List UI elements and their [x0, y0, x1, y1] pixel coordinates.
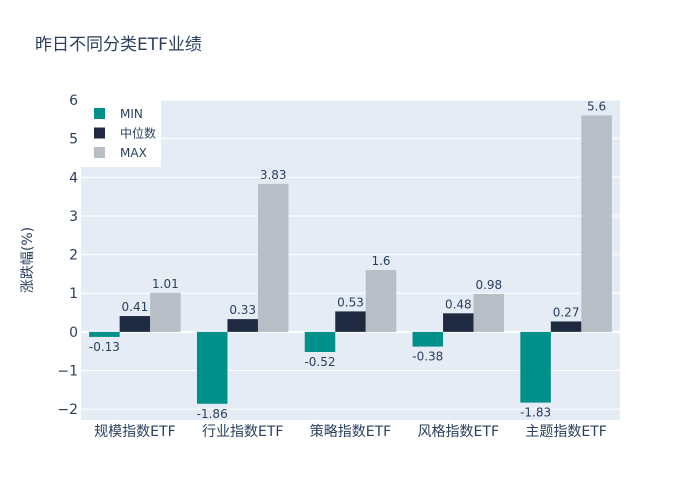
data-label: 5.6 [587, 99, 606, 113]
y-tick-label: 3 [69, 209, 78, 225]
y-tick-label: −1 [57, 364, 78, 380]
bar-MAX[interactable] [257, 183, 289, 332]
y-tick-label: 1 [69, 286, 78, 302]
x-tick-label: 风格指数ETF [418, 424, 499, 440]
bar-MAX[interactable] [581, 115, 612, 332]
x-tick-label: 行业指数ETF [202, 424, 283, 440]
bar-中位数[interactable] [443, 313, 474, 332]
legend[interactable]: MIN 中位数 MAX [80, 95, 161, 167]
legend-swatch[interactable] [94, 108, 105, 119]
data-label: 0.41 [122, 300, 149, 314]
chart-title: 昨日不同分类ETF业绩 [35, 35, 202, 55]
legend-label[interactable]: MAX [120, 146, 147, 160]
bar-MAX[interactable] [365, 270, 397, 332]
legend-label[interactable]: 中位数 [120, 126, 156, 141]
y-tick-label: 2 [69, 248, 78, 264]
x-tick-label: 主题指数ETF [525, 424, 606, 440]
x-tick-label: 策略指数ETF [310, 423, 391, 440]
bar-中位数[interactable] [550, 321, 582, 332]
bar-MIN[interactable] [89, 331, 120, 337]
bar-MAX[interactable] [473, 294, 505, 332]
data-label: 0.48 [445, 297, 472, 311]
bar-中位数[interactable] [335, 311, 366, 332]
legend-label[interactable]: MIN [120, 107, 143, 121]
y-tick-label: 0 [69, 325, 78, 341]
data-label: 0.98 [475, 278, 502, 292]
data-label: -0.13 [89, 340, 120, 354]
data-label: 0.53 [337, 295, 364, 309]
data-label: 3.83 [260, 168, 287, 182]
legend-bg [80, 95, 161, 167]
bar-中位数[interactable] [119, 316, 151, 332]
data-label: 1.6 [371, 254, 390, 268]
bar-MIN[interactable] [520, 331, 551, 403]
bar-MIN[interactable] [412, 331, 444, 347]
legend-swatch[interactable] [94, 127, 105, 139]
bar-中位数[interactable] [227, 319, 258, 332]
bar-MAX[interactable] [150, 292, 181, 332]
legend-swatch[interactable] [94, 147, 105, 158]
y-tick-label: 6 [69, 93, 78, 109]
bar-MIN[interactable] [304, 331, 336, 352]
data-label: 1.01 [152, 277, 179, 291]
x-tick-label: 规模指数ETF [94, 424, 175, 440]
data-label: -1.86 [197, 407, 228, 421]
y-axis-label: 涨跌幅(%) [20, 227, 36, 293]
y-tick-label: 4 [69, 170, 78, 186]
data-label: -0.52 [304, 355, 335, 369]
data-label: -1.83 [520, 406, 551, 420]
bar-MIN[interactable] [196, 331, 228, 404]
data-label: 0.27 [553, 305, 580, 319]
data-label: -0.38 [412, 350, 443, 364]
y-tick-label: −2 [57, 402, 78, 418]
y-tick-label: 5 [69, 132, 78, 148]
data-label: 0.33 [229, 303, 256, 317]
